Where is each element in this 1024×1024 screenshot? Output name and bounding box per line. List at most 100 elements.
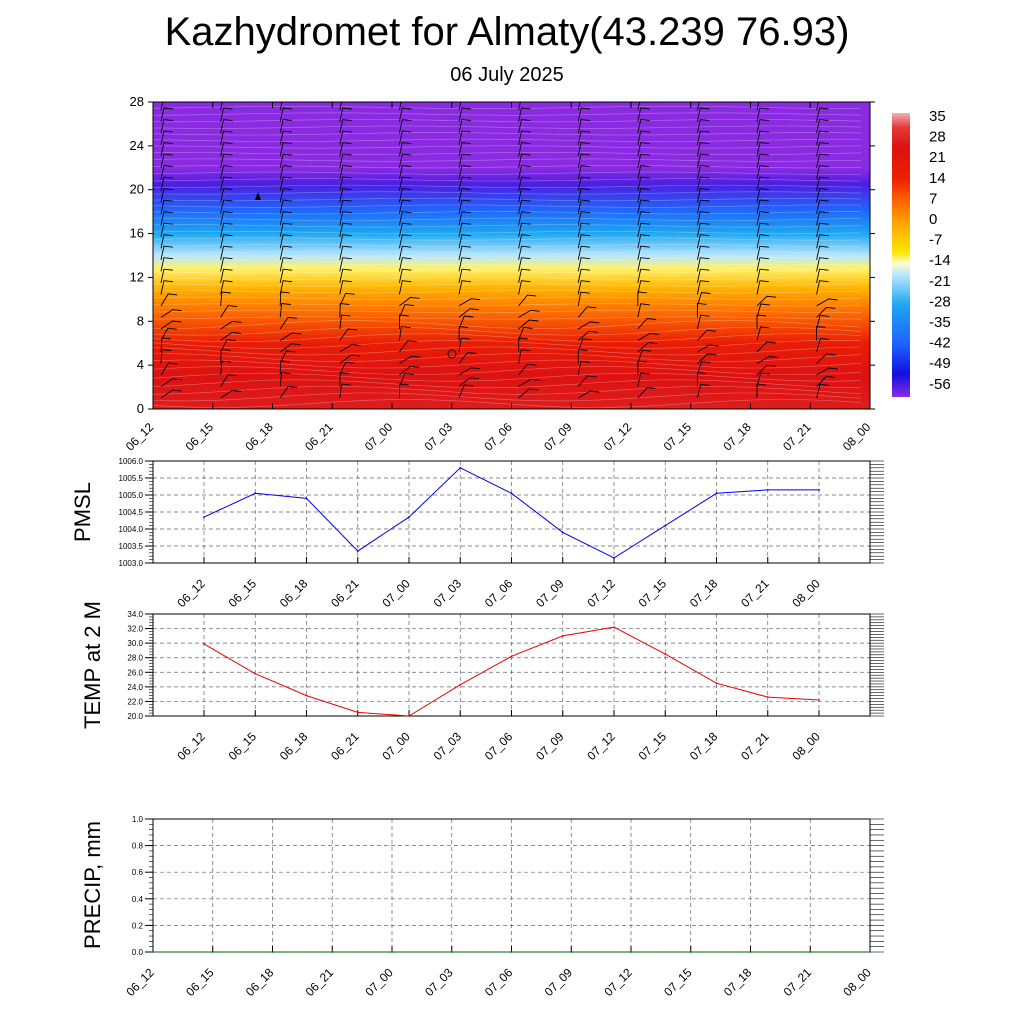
wind-barb xyxy=(637,303,650,318)
y-tick-label: 24.0 xyxy=(127,683,143,692)
y-tick-label: 1006.0 xyxy=(119,457,144,466)
wind-barb xyxy=(876,97,888,111)
wind-barb xyxy=(220,291,231,306)
contour-line xyxy=(153,316,862,320)
x-tick-label: 08_00 xyxy=(789,576,823,610)
wind-barb xyxy=(220,165,233,180)
data-point xyxy=(613,626,615,629)
contour-line xyxy=(153,204,862,208)
wind-barb xyxy=(220,331,242,341)
y-tick-label: 20.0 xyxy=(127,712,143,721)
x-tick-label: 07_15 xyxy=(661,420,695,454)
colorbar-label: -49 xyxy=(929,355,951,372)
wind-barb xyxy=(756,326,770,341)
contour-line xyxy=(153,326,862,336)
wind-barb xyxy=(458,142,471,157)
pmsl-panel: 1003.0 1003.5 1004.0 1004.5 1005.0 1005.5 1006… xyxy=(70,457,884,610)
wind-barb xyxy=(160,165,173,180)
contour-line xyxy=(153,138,861,142)
data-point xyxy=(459,466,462,469)
x-tick-label: 07_06 xyxy=(482,729,516,763)
wind-barb xyxy=(339,344,361,353)
wind-barb xyxy=(458,367,481,376)
wind-barb xyxy=(816,130,829,145)
wind-barb xyxy=(398,373,414,387)
x-tick-label: 07_21 xyxy=(780,420,814,454)
wind-barb xyxy=(637,176,650,191)
contour-line xyxy=(153,372,862,382)
wind-barb xyxy=(518,222,531,237)
wind-barb xyxy=(160,349,172,364)
data-point xyxy=(459,683,462,686)
colorbar-fill xyxy=(892,113,910,397)
wind-barb xyxy=(458,153,471,168)
data-point xyxy=(510,951,513,953)
wind-barb xyxy=(458,257,471,272)
wind-barb xyxy=(160,153,173,168)
x-tick-label: 06_12 xyxy=(174,729,208,763)
y-tick-label: 0 xyxy=(137,401,144,416)
x-tick-label: 07_00 xyxy=(362,420,396,454)
wind-barb xyxy=(398,153,412,168)
wind-barb xyxy=(577,338,592,353)
wind-barb xyxy=(756,222,769,237)
wind-barb xyxy=(577,176,591,191)
grid xyxy=(153,460,870,564)
wind-barb xyxy=(398,199,412,214)
wind-barb xyxy=(876,327,888,341)
y-tick-label: 1005.5 xyxy=(119,474,144,483)
data-point xyxy=(809,951,812,953)
wind-barb xyxy=(220,320,242,330)
contour-line xyxy=(153,290,862,294)
wind-barb xyxy=(220,305,238,318)
wind-barb xyxy=(160,234,173,249)
data-point xyxy=(450,951,453,953)
wind-barb xyxy=(756,364,776,376)
wind-barb xyxy=(339,292,355,307)
data-point xyxy=(561,634,564,637)
wind-barb xyxy=(876,200,888,214)
wind-barb xyxy=(816,222,829,237)
wind-barb xyxy=(339,199,352,214)
contour-line xyxy=(153,112,862,116)
y-tick-label: 30.0 xyxy=(127,639,143,648)
data-point xyxy=(630,951,632,953)
wind-barb xyxy=(339,328,357,341)
wind-barb xyxy=(339,280,352,295)
wind-barb xyxy=(637,280,650,295)
y-tick-label: 1003.0 xyxy=(119,559,144,568)
wind-barb xyxy=(756,165,769,180)
wind-barb xyxy=(279,280,293,295)
wind-barb xyxy=(577,142,591,157)
y-tick-label: 16 xyxy=(130,226,144,241)
y-tick-label: 32.0 xyxy=(127,625,143,634)
wind-barb xyxy=(696,292,711,307)
wind-barb xyxy=(398,188,412,203)
wind-barb xyxy=(876,258,888,272)
wind-barb xyxy=(756,107,769,122)
data-point xyxy=(715,682,718,685)
wind-barb xyxy=(637,318,657,330)
wind-barb xyxy=(876,388,895,398)
data-point xyxy=(766,696,769,698)
wind-barb xyxy=(518,363,537,376)
wind-barb xyxy=(756,211,769,226)
wind-barb xyxy=(339,268,352,283)
wind-barb xyxy=(816,298,838,307)
wind-barb xyxy=(220,142,233,157)
wind-barbs xyxy=(160,97,895,399)
wind-barb xyxy=(577,306,597,318)
wind-barb xyxy=(697,353,717,364)
contour-line xyxy=(153,158,862,162)
wind-barb xyxy=(279,350,296,364)
wind-barb xyxy=(518,211,531,226)
wind-barb xyxy=(518,102,521,111)
x-tick-label: 07_18 xyxy=(687,576,721,610)
data-point xyxy=(570,951,573,953)
wind-barb xyxy=(398,326,411,341)
wind-barb xyxy=(220,257,233,272)
contour-line xyxy=(153,132,862,136)
data-point xyxy=(254,492,257,495)
data-point xyxy=(869,951,871,953)
wind-barb xyxy=(339,211,352,226)
